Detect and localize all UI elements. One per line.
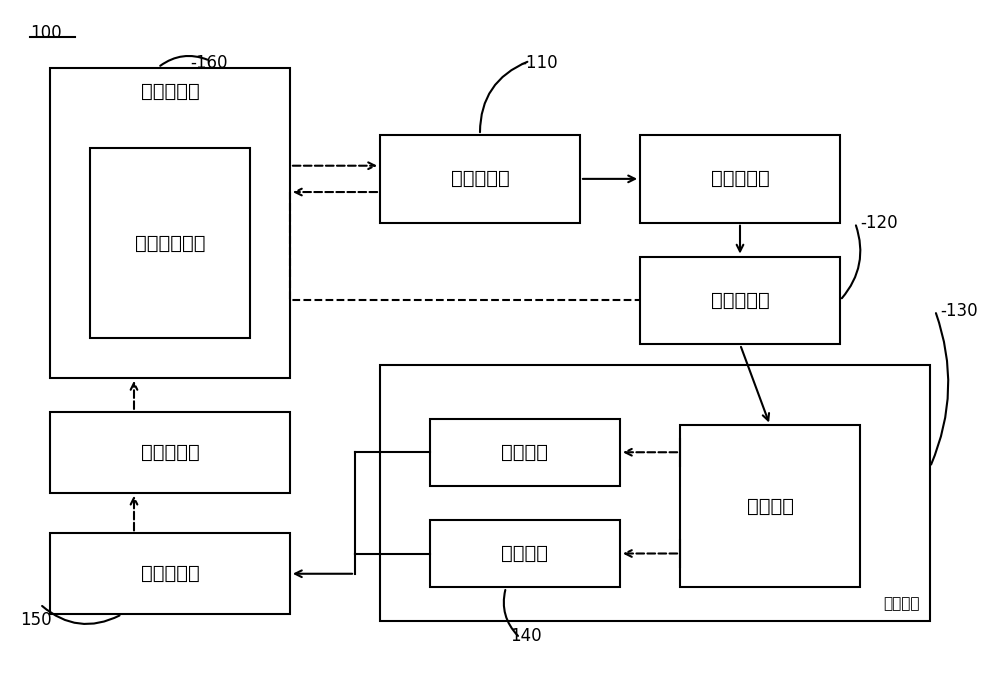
Text: -120: -120 [860,214,898,232]
Text: -110: -110 [520,54,558,72]
Text: 激励元件: 激励元件 [746,497,794,516]
Bar [640,256,840,344]
Text: 功率放大器: 功率放大器 [711,169,769,188]
Bar [680,425,860,587]
Bar [430,520,620,587]
Text: 试验薄板: 试验薄板 [884,596,920,611]
Text: 压电驱动器: 压电驱动器 [711,291,769,310]
Bar [430,418,620,486]
Bar [50,412,290,493]
Text: 150: 150 [20,611,52,629]
Text: 传感元件: 传感元件 [502,443,548,462]
Text: 140: 140 [510,626,542,645]
Text: 同步接线盒: 同步接线盒 [141,443,199,462]
Text: 工程上位机: 工程上位机 [141,82,199,101]
Text: 传感元件: 传感元件 [502,544,548,563]
Text: 试验平台软件: 试验平台软件 [135,234,205,252]
Text: 电荷放大器: 电荷放大器 [141,564,199,583]
Bar [380,135,580,223]
Bar [640,135,840,223]
Text: 100: 100 [30,24,62,42]
Text: -130: -130 [940,302,978,319]
Bar [90,148,250,338]
Bar [380,364,930,621]
Bar [50,533,290,614]
Text: -160: -160 [190,54,228,72]
Text: 信号发生器: 信号发生器 [451,169,509,188]
Bar [50,68,290,378]
